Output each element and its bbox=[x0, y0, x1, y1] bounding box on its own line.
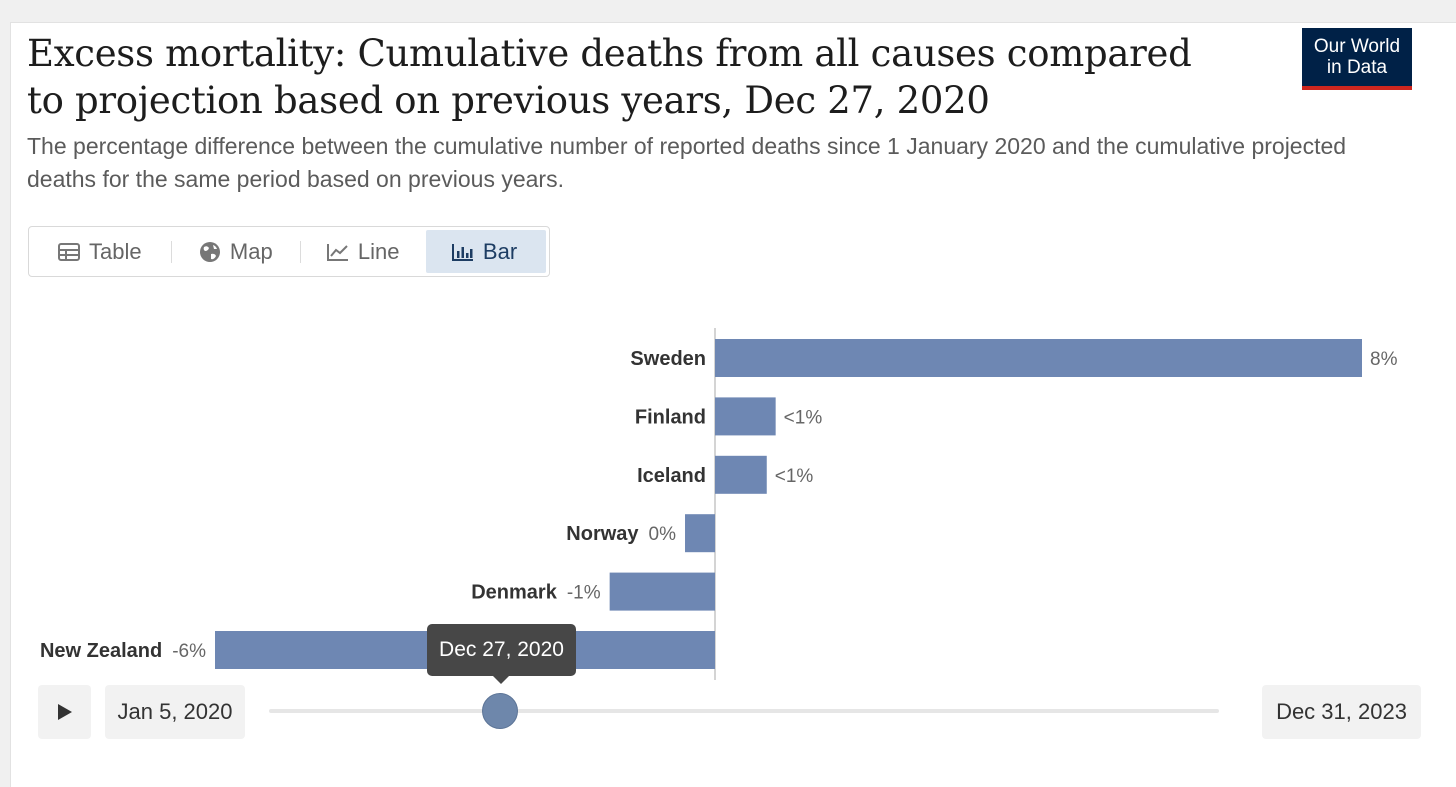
bar-finland[interactable] bbox=[715, 397, 776, 436]
category-label: Norway bbox=[566, 523, 639, 545]
tab-map[interactable]: Map bbox=[172, 230, 301, 273]
view-tabs: Table Map Line Bar bbox=[28, 226, 550, 277]
timeline-handle[interactable] bbox=[482, 693, 518, 729]
chart-subtitle: The percentage difference between the cu… bbox=[27, 133, 1347, 192]
line-chart-icon bbox=[326, 243, 348, 261]
bar-norway[interactable] bbox=[685, 514, 715, 553]
value-label: <1% bbox=[784, 407, 823, 428]
category-label: Denmark bbox=[471, 582, 557, 604]
tab-line[interactable]: Line bbox=[301, 230, 426, 273]
timeline-start-date[interactable]: Jan 5, 2020 bbox=[105, 685, 245, 739]
timeline-track[interactable] bbox=[269, 709, 1219, 713]
play-icon bbox=[57, 704, 72, 720]
value-label: -6% bbox=[172, 641, 206, 662]
tab-line-label: Line bbox=[357, 238, 400, 264]
bar-chart-icon bbox=[451, 243, 473, 261]
owid-logo[interactable]: Our World in Data bbox=[1302, 28, 1412, 90]
tab-table[interactable]: Table bbox=[32, 230, 172, 273]
bar-sweden[interactable] bbox=[715, 339, 1362, 377]
value-label: <1% bbox=[775, 466, 814, 487]
logo-line-1: Our World bbox=[1313, 36, 1401, 57]
value-label: -1% bbox=[567, 583, 601, 604]
table-icon bbox=[58, 242, 80, 261]
bar-denmark[interactable] bbox=[609, 572, 715, 611]
category-label: Finland bbox=[635, 406, 706, 428]
value-label: 0% bbox=[649, 524, 677, 545]
timeline-end-date[interactable]: Dec 31, 2023 bbox=[1262, 685, 1421, 739]
bar-iceland[interactable] bbox=[715, 455, 767, 494]
logo-line-2: in Data bbox=[1326, 57, 1388, 78]
tab-map-label: Map bbox=[229, 238, 273, 264]
category-label: New Zealand bbox=[40, 640, 162, 662]
category-label: Iceland bbox=[637, 465, 706, 487]
value-label: 8% bbox=[1370, 349, 1398, 370]
tab-bar[interactable]: Bar bbox=[425, 230, 546, 273]
tab-table-label: Table bbox=[89, 238, 142, 264]
timeline-tooltip: Dec 27, 2020 bbox=[427, 624, 576, 684]
chart-title: Excess mortality: Cumulative deaths from… bbox=[27, 32, 1192, 122]
globe-icon bbox=[199, 241, 220, 262]
tab-bar-label: Bar bbox=[482, 238, 518, 264]
play-button[interactable] bbox=[38, 685, 91, 739]
category-label: Sweden bbox=[630, 348, 706, 370]
